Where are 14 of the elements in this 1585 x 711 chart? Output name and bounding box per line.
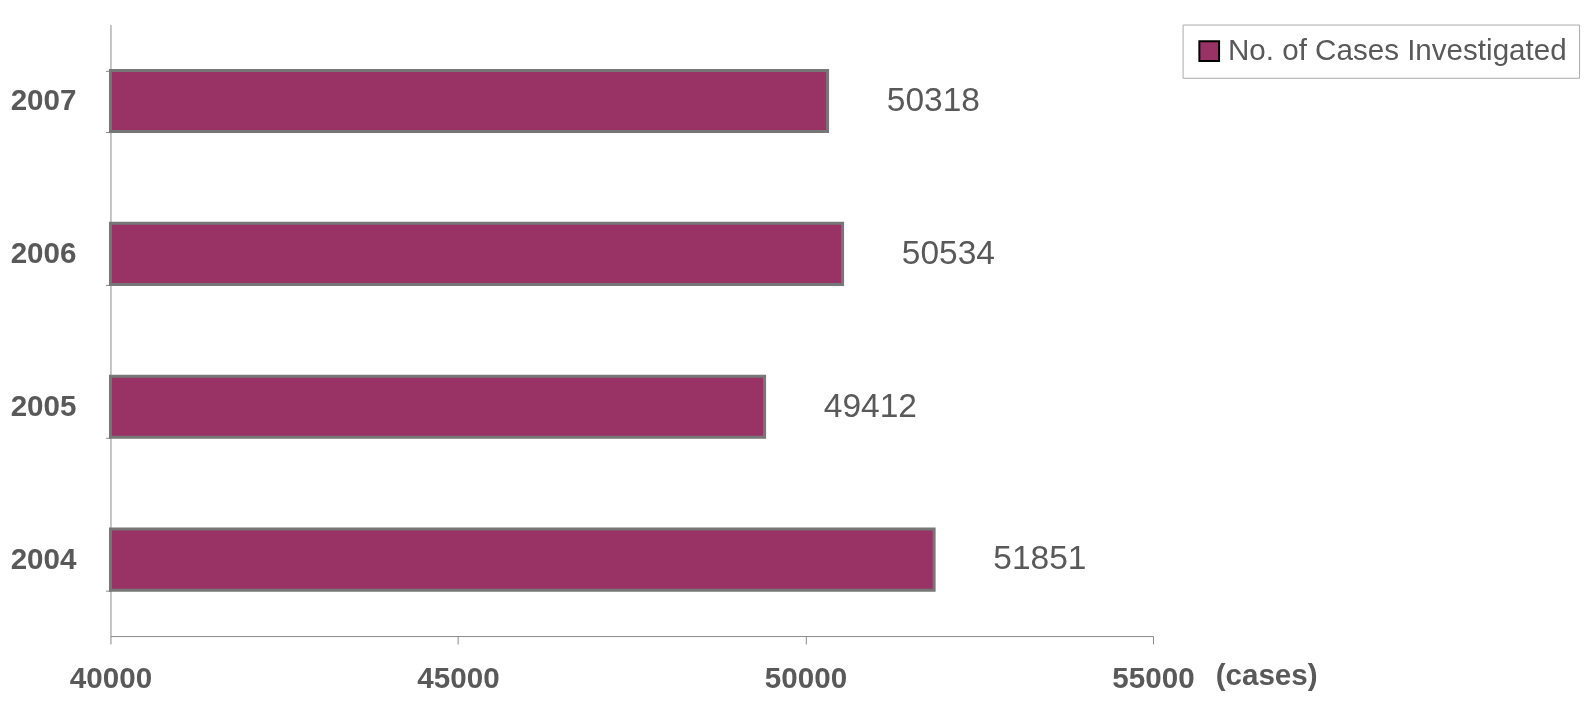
data-label: 51851 (993, 539, 1087, 577)
data-label: 50318 (886, 80, 980, 118)
x-tick-label: 40000 (69, 660, 153, 694)
y-tick-label: 2004 (10, 541, 77, 575)
x-tick-label: 55000 (1112, 660, 1195, 694)
legend-label: No. of Cases Investigated (1227, 33, 1567, 67)
y-tick-label: 2007 (10, 83, 77, 117)
x-tick-label: 45000 (417, 660, 500, 694)
data-label: 49412 (823, 386, 917, 424)
y-tick-label: 2005 (10, 389, 77, 423)
x-axis-title: (cases) (1215, 657, 1318, 691)
x-tick-label: 50000 (764, 660, 848, 694)
y-tick-label: 2006 (10, 236, 77, 270)
data-label: 50534 (901, 233, 995, 271)
